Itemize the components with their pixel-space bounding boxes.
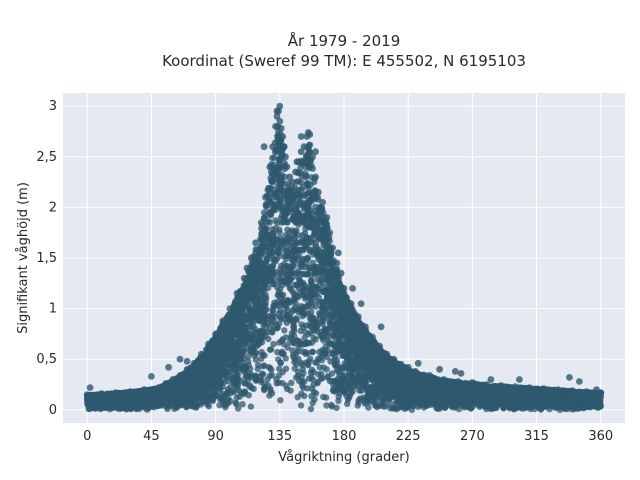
data-point [312,303,320,310]
data-point [318,370,325,378]
data-point [277,397,284,404]
data-point [234,405,242,412]
data-point [308,308,315,315]
data-point [315,294,322,301]
data-point [311,396,318,403]
data-point [328,370,336,377]
data-points [83,102,605,413]
chart-subtitle: Koordinat (Sweref 99 TM): E 455502, N 61… [162,52,526,70]
data-point [297,402,305,409]
data-point [323,402,330,409]
data-point [266,219,273,226]
data-point [307,405,315,413]
chart-title: År 1979 - 2019 [288,31,401,50]
data-point [272,217,279,224]
data-point [296,197,304,205]
data-point [288,379,295,386]
data-point [281,327,288,334]
data-point [270,340,277,348]
data-point [330,387,337,394]
data-point [260,209,268,216]
